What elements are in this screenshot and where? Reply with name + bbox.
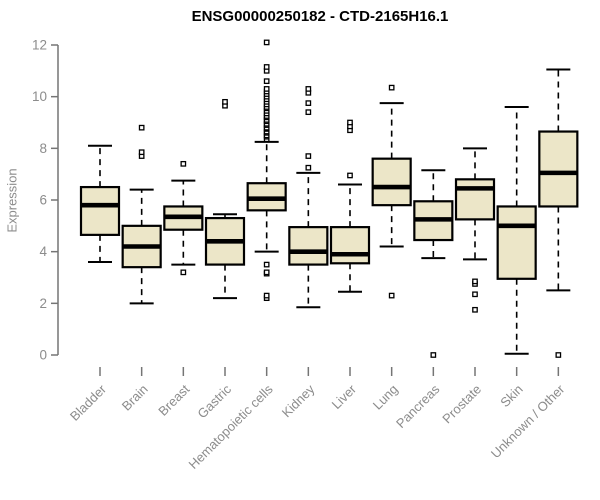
outlier-point bbox=[263, 64, 270, 70]
outlier-point bbox=[263, 86, 270, 92]
box-brain bbox=[121, 124, 162, 305]
iqr-box bbox=[454, 178, 496, 221]
outlier-point bbox=[263, 292, 270, 299]
outlier-point bbox=[472, 291, 478, 298]
outlier-point bbox=[305, 86, 312, 92]
x-tick-label-gastric: Gastric bbox=[194, 381, 234, 421]
outlier-point bbox=[305, 153, 312, 159]
outlier-point bbox=[263, 39, 270, 46]
y-tick-label: 12 bbox=[32, 38, 47, 53]
x-tick-label-breast: Breast bbox=[155, 381, 192, 418]
y-tick-label: 2 bbox=[39, 296, 47, 311]
iqr-box bbox=[496, 205, 537, 280]
outlier-point bbox=[430, 352, 437, 358]
y-axis: 0 2 4 6 8 10 12 bbox=[32, 38, 59, 363]
iqr-box bbox=[79, 185, 121, 236]
outlier-point bbox=[388, 84, 395, 91]
y-tick-label: 0 bbox=[39, 348, 47, 363]
outlier-point bbox=[305, 109, 312, 116]
box-bladder bbox=[79, 144, 121, 263]
x-tick-label-brain: Brain bbox=[119, 382, 151, 414]
outlier-point bbox=[472, 278, 478, 285]
outlier-point bbox=[472, 306, 478, 313]
box-pancreas bbox=[413, 169, 454, 358]
box-prostate bbox=[454, 147, 496, 313]
chart-title: ENSG00000250182 - CTD-2165H16.1 bbox=[191, 8, 449, 25]
x-tick-label-liver: Liver bbox=[329, 381, 360, 412]
outlier-point bbox=[347, 119, 353, 126]
outlier-point bbox=[138, 149, 145, 156]
outlier-point bbox=[305, 100, 312, 106]
outlier-point bbox=[180, 269, 187, 276]
x-tick-label-kidney: Kidney bbox=[279, 381, 318, 420]
iqr-box bbox=[329, 226, 371, 265]
x-tick-label-bladder: Bladder bbox=[67, 381, 110, 424]
iqr-box bbox=[371, 157, 412, 207]
y-tick-label: 8 bbox=[39, 141, 47, 156]
outlier-point bbox=[138, 124, 145, 131]
y-tick-label: 6 bbox=[39, 193, 47, 208]
box-skin bbox=[496, 106, 537, 355]
iqr-box bbox=[288, 226, 329, 266]
box-unknown-other bbox=[538, 68, 579, 358]
box-hematopoietic-cells bbox=[246, 39, 287, 302]
y-tick-label: 10 bbox=[32, 89, 47, 104]
outlier-point bbox=[347, 172, 353, 179]
outlier-point bbox=[263, 78, 270, 85]
x-tick-label-lung: Lung bbox=[370, 382, 401, 413]
outlier-point bbox=[555, 352, 562, 358]
outlier-point bbox=[388, 292, 395, 299]
outlier-point bbox=[305, 164, 312, 171]
x-tick-label-skin: Skin bbox=[497, 382, 525, 410]
x-tick-label-pancreas: Pancreas bbox=[393, 381, 443, 431]
outlier-point bbox=[263, 269, 270, 276]
box-liver bbox=[329, 119, 371, 293]
box-gastric bbox=[204, 98, 246, 300]
outlier-point bbox=[263, 261, 270, 268]
outlier-point bbox=[222, 98, 228, 105]
outlier-point bbox=[180, 160, 187, 167]
x-tick-label-unknown-other: Unknown / Other bbox=[488, 381, 568, 461]
y-tick-label: 4 bbox=[39, 244, 47, 259]
box-kidney bbox=[288, 86, 329, 309]
box-lung bbox=[371, 84, 412, 299]
x-tick-label-prostate: Prostate bbox=[439, 382, 484, 427]
iqr-box bbox=[538, 130, 579, 208]
box-breast bbox=[163, 160, 204, 276]
